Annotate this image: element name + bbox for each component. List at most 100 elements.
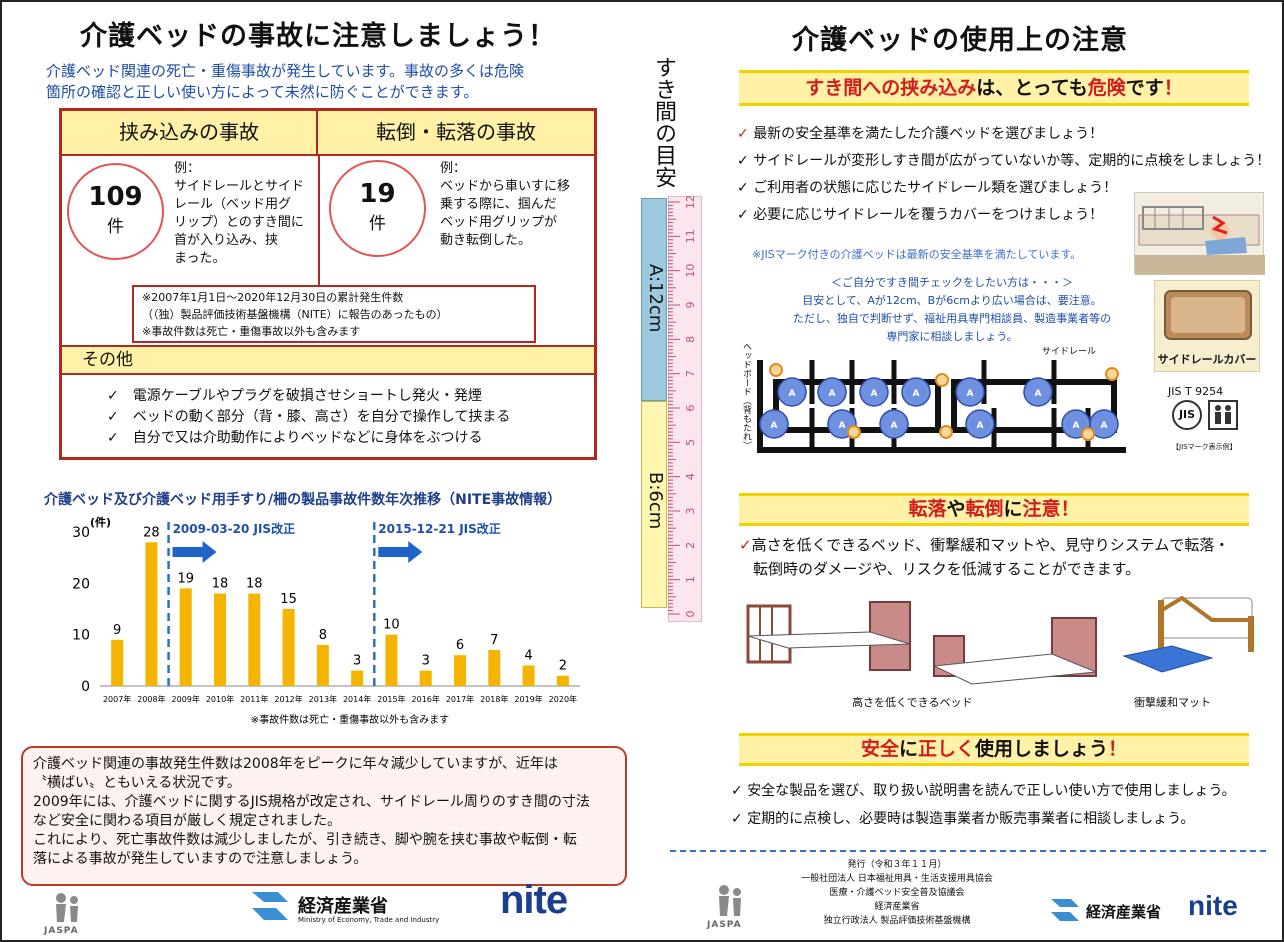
gap-b-marker bbox=[847, 425, 861, 439]
note-line: ※2007年1月1日～2020年12月30日の累計発生件数 bbox=[142, 291, 404, 304]
summary-line: 落による事故が発生していますので注意しましょう。 bbox=[33, 851, 368, 867]
y-tick-label: 10 bbox=[72, 628, 90, 644]
x-tick-label: 2014年 bbox=[343, 694, 371, 704]
example-line: 動き転倒した。 bbox=[440, 233, 532, 248]
gap-a-marker bbox=[777, 377, 807, 407]
gap-a-marker bbox=[901, 377, 931, 407]
data-label: 10 bbox=[383, 618, 400, 633]
check-list: ✓ 最新の安全基準を満たした介護ベッドを選びましょう！ ✓ サイドレールが変形し… bbox=[737, 121, 1270, 229]
x-tick-label: 2012年 bbox=[274, 694, 302, 704]
data-label: 8 bbox=[319, 628, 327, 643]
gap-diagram: A A A A A A A A A A A A bbox=[757, 360, 1126, 453]
fall-unit: 件 bbox=[369, 214, 386, 234]
issuer-info: 発行（令和３年１１月） 一般社団法人 日本福祉用具・生活支援用具協会 医療・介護… bbox=[801, 860, 993, 926]
example-line: 乗する際に、掴んだ bbox=[440, 197, 557, 212]
gap-a-letter: A bbox=[913, 389, 920, 399]
data-label: 9 bbox=[113, 623, 121, 638]
check-item: ✓ 最新の安全基準を満たした介護ベッドを選びましょう！ bbox=[737, 126, 1104, 142]
ruler-label: すき間の目安 bbox=[651, 56, 676, 188]
example-label: 例： bbox=[440, 161, 467, 176]
data-label: 15 bbox=[280, 592, 297, 607]
jis-revision-label: 2015-12-21 JIS改正 bbox=[378, 521, 501, 536]
gap-a-letter: A bbox=[1035, 389, 1042, 399]
bed-accident-illustration bbox=[1134, 192, 1265, 275]
pinch-unit: 件 bbox=[107, 217, 124, 237]
bar bbox=[214, 593, 226, 686]
other-item: ✓ 自分で又は介助動作によりベッドなどに身体をぶつける bbox=[107, 430, 483, 446]
headboard-label: ヘッドボード（背もたれ） bbox=[741, 342, 751, 450]
gap-b-marker bbox=[1105, 367, 1119, 381]
gap-a-marker bbox=[759, 409, 789, 439]
ruler-b-band bbox=[641, 401, 667, 608]
intro-line: 介護ベッド関連の死亡・重傷事故が発生しています。事故の多くは危険 bbox=[46, 62, 525, 80]
other-header: その他 bbox=[62, 345, 594, 375]
summary-line: これにより、死亡事故件数は減少しましたが、引き続き、脚や腕を挟む事故や転倒・転 bbox=[33, 832, 577, 848]
gap-b-marker bbox=[769, 363, 783, 377]
y-tick-label: 20 bbox=[72, 576, 90, 592]
ruler-tick-label: 5 bbox=[684, 439, 697, 446]
gap-b-marker bbox=[935, 373, 949, 387]
gap-a-marker bbox=[955, 377, 985, 407]
self-check-line: ＜ご自分ですき間チェックをしたい方は・・・＞ bbox=[831, 276, 1073, 289]
ruler-tick-label: 2 bbox=[684, 542, 697, 549]
data-label: 3 bbox=[422, 654, 430, 669]
x-tick-label: 2007年 bbox=[103, 694, 131, 704]
x-tick-label: 2020年 bbox=[549, 694, 577, 704]
safe-use-banner: 安全に正しく使用しましょう！ bbox=[739, 733, 1249, 766]
gap-a-marker bbox=[817, 377, 847, 407]
ruler-tick-label: 8 bbox=[684, 336, 697, 343]
bar bbox=[282, 609, 295, 686]
ruler-tick-label: 1 bbox=[684, 576, 697, 583]
data-label: 19 bbox=[177, 571, 194, 586]
example-line: ベッドから車いすに移 bbox=[440, 179, 571, 194]
jis-example-label: 【JISマーク表示例】 bbox=[1172, 443, 1237, 451]
arrow-icon bbox=[378, 541, 423, 563]
ruler-a-band bbox=[641, 198, 667, 401]
x-tick-label: 2019年 bbox=[514, 694, 542, 704]
bar bbox=[488, 650, 501, 686]
example-line: 首が入り込み、挟 bbox=[174, 233, 279, 248]
pinch-warning-banner: すき間への挟み込みは、とっても危険です！ bbox=[739, 70, 1249, 106]
gap-a-letter: A bbox=[871, 389, 878, 399]
column-divider bbox=[318, 156, 320, 286]
example-line: ベッド用グリップが bbox=[440, 215, 558, 230]
self-check-text: ＜ご自分ですき間チェックをしたい方は・・・＞ 目安として、Aが12cm、Bが6c… bbox=[762, 274, 1142, 346]
other-list: ✓ 電源ケーブルやプラグを破損させショートし発火・発煙 ✓ ベッドの動く部分（背… bbox=[107, 386, 510, 449]
fall-prevention-text: ✓高さを低くできるベッド、衝撃緩和マットや、見守りシステムで転落・ 転倒時のダメ… bbox=[739, 536, 1230, 578]
ruler-tick-label: 0 bbox=[684, 611, 697, 618]
summary-box: 介護ベッド関連の事故発生件数は2008年をピークに年々減少していますが、近年は … bbox=[21, 746, 627, 886]
example-line: リップ）とのすき間に bbox=[174, 215, 304, 230]
meti-logo-right: 経済産業省 bbox=[1048, 894, 1178, 930]
check-item: ✓ 必要に応じサイドレールを覆うカバーをつけましょう！ bbox=[737, 207, 1104, 223]
x-tick-label: 2017年 bbox=[446, 694, 474, 704]
gap-a-letter: A bbox=[977, 421, 984, 431]
gap-a-letter: A bbox=[839, 421, 846, 431]
safe-use-item: ✓ 安全な製品を選び、取り扱い説明書を読んで正しい使い方で使用しましょう。 bbox=[731, 783, 1236, 799]
ruler-a-label: A:12cm bbox=[645, 264, 666, 333]
bar bbox=[385, 634, 398, 686]
ruler-tick-label: 9 bbox=[684, 302, 697, 309]
ruler-tick-label: 11 bbox=[684, 229, 697, 243]
check-item: ✓ サイドレールが変形しすき間が広がっていないか等、定期的に点検をしましょう！ bbox=[737, 153, 1271, 169]
check-item: ✓ ご利用者の状態に応じたサイドレール類を選びましょう！ bbox=[737, 180, 1118, 196]
intro-text: 介護ベッド関連の死亡・重傷事故が発生しています。事故の多くは危険 箇所の確認と正… bbox=[46, 61, 524, 103]
note-line: ※事故件数は死亡・重傷事故以外も含みます bbox=[142, 325, 361, 338]
nite-logo: nite bbox=[500, 878, 568, 922]
y-tick-label: 0 bbox=[81, 679, 90, 695]
summary-line: 〝横ばい〟ともいえる状況です。 bbox=[33, 775, 241, 791]
certification-icon bbox=[1208, 400, 1238, 430]
bar bbox=[556, 675, 569, 686]
data-label: 6 bbox=[456, 638, 464, 653]
data-label: 4 bbox=[524, 648, 532, 663]
self-check-line: ただし、独自で判断せず、福祉用具専門相談員、製造事業者等の bbox=[792, 312, 1112, 325]
bar bbox=[111, 639, 124, 686]
bar bbox=[522, 665, 535, 686]
low-bed-illustration bbox=[746, 601, 1097, 685]
bar bbox=[248, 593, 261, 686]
gap-a-letter: A bbox=[771, 421, 778, 431]
bar bbox=[351, 670, 364, 686]
right-title: 介護ベッドの使用上の注意 bbox=[792, 25, 1128, 56]
jis-mark-icon: JIS bbox=[1172, 400, 1202, 430]
